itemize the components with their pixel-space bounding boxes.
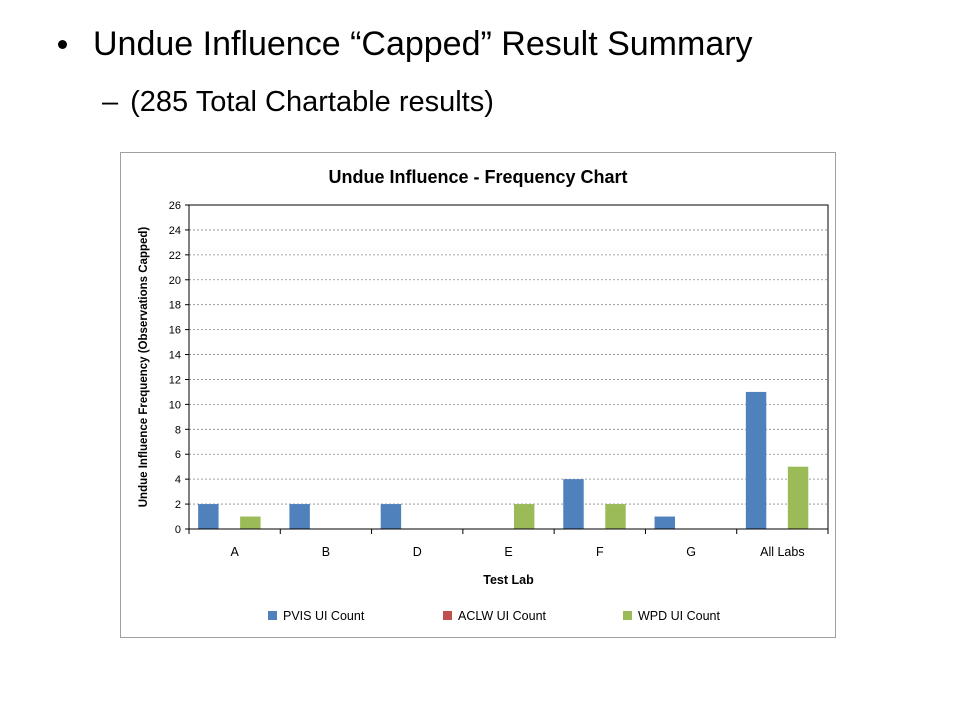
bar-pvis-ui-count-d: [380, 504, 402, 529]
x-tick-label: E: [504, 545, 512, 559]
bar-wpd-ui-count-e: [513, 504, 535, 529]
y-tick-label: 4: [175, 474, 181, 486]
x-tick-label: G: [686, 545, 696, 559]
bullet-main: Undue Influence “Capped” Result Summary: [58, 22, 753, 66]
bar-wpd-ui-count-a: [240, 516, 261, 529]
y-tick-label: 12: [169, 374, 181, 386]
y-tick-label: 6: [175, 449, 181, 461]
x-axis-label: Test Lab: [483, 573, 534, 587]
y-tick-label: 0: [175, 524, 181, 536]
bar-pvis-ui-count-g: [654, 516, 676, 529]
legend: PVIS UI Count ACLW UI Count WPD UI Count: [268, 609, 720, 623]
legend-swatch: [623, 611, 632, 620]
y-tick-label: 16: [169, 325, 181, 337]
x-tick-label: D: [413, 545, 422, 559]
legend-swatch: [443, 611, 452, 620]
bullet-dash: –: [102, 86, 119, 118]
legend-label: WPD UI Count: [638, 609, 720, 623]
bars: [198, 391, 809, 529]
bar-pvis-ui-count-all-labs: [745, 391, 767, 529]
legend-item: WPD UI Count: [623, 609, 720, 623]
chart-title: Undue Influence - Frequency Chart: [328, 167, 627, 187]
y-tick-label: 2: [175, 499, 181, 511]
bar-wpd-ui-count-all-labs: [787, 466, 809, 529]
bullet-dot-icon: [58, 39, 67, 49]
x-tick-label: A: [230, 545, 239, 559]
legend-item: PVIS UI Count: [268, 609, 365, 623]
grid-lines: [189, 229, 828, 505]
legend-swatch: [268, 611, 277, 620]
legend-label: PVIS UI Count: [283, 609, 365, 623]
y-tick-label: 8: [175, 424, 181, 436]
x-tick-label: B: [322, 545, 330, 559]
y-axis-label: Undue Influence Frequency (Observations …: [138, 227, 150, 508]
y-tick-label: 26: [169, 200, 181, 212]
legend-label: ACLW UI Count: [458, 609, 547, 623]
bar-pvis-ui-count-b: [289, 504, 310, 529]
y-tick-label: 20: [169, 275, 181, 287]
bar-pvis-ui-count-a: [198, 504, 219, 529]
bullet-main-text: Undue Influence “Capped” Result Summary: [93, 25, 753, 63]
x-axis-ticks: A B D E F G All Labs: [188, 529, 829, 559]
y-tick-label: 22: [169, 250, 181, 262]
bullet-sub-text: (285 Total Chartable results): [130, 86, 494, 118]
x-tick-label: F: [596, 545, 604, 559]
y-tick-label: 14: [169, 350, 181, 362]
bullet-sub: – (285 Total Chartable results): [102, 82, 494, 122]
bar-wpd-ui-count-f: [605, 504, 626, 529]
legend-item: ACLW UI Count: [443, 609, 547, 623]
y-tick-label: 18: [169, 300, 181, 312]
x-tick-label: All Labs: [760, 545, 804, 559]
y-tick-label: 24: [169, 225, 181, 237]
y-tick-label: 10: [169, 399, 181, 411]
plot-area: [188, 204, 829, 530]
frequency-chart: Undue Influence - Frequency Chart 024681…: [138, 167, 829, 623]
bar-pvis-ui-count-f: [563, 479, 584, 529]
